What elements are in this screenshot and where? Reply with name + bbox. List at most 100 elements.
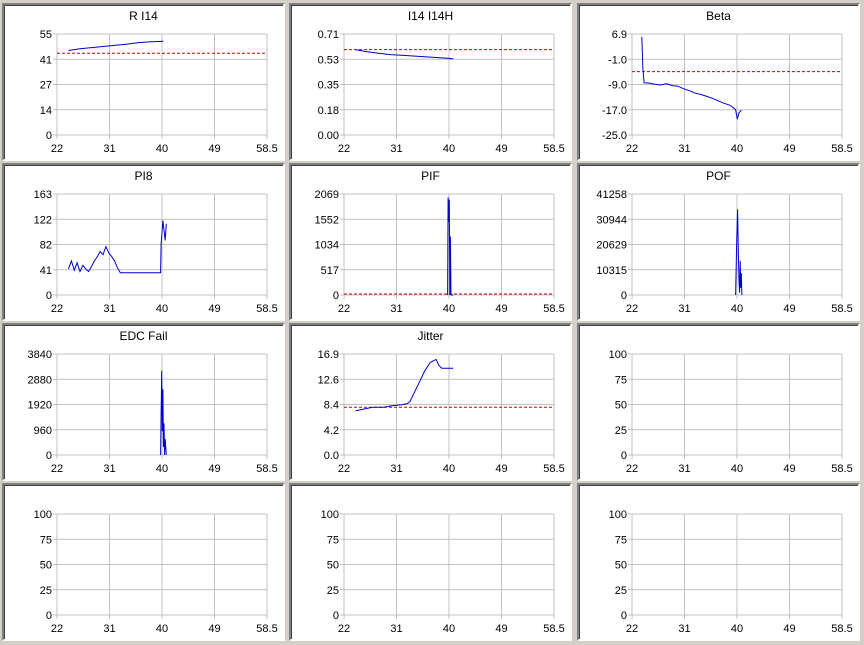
x-tick-label: 58.5 (543, 623, 564, 635)
y-tick-label: 0 (621, 610, 627, 622)
x-tick-label: 40 (443, 623, 455, 635)
y-tick-label: 1920 (28, 400, 52, 412)
y-tick-label: 1034 (315, 240, 339, 252)
y-tick-label: 100 (321, 509, 339, 521)
y-tick-label: 75 (327, 534, 339, 546)
x-tick-label: 31 (678, 303, 690, 315)
y-tick-label: -25.0 (602, 130, 627, 142)
y-tick-label: 12.6 (318, 374, 339, 386)
y-tick-label: 41 (40, 265, 52, 277)
x-tick-label: 49 (495, 463, 507, 475)
chart-panel: Jitter 22 31 40 49 58.5 16.9 12.6 8.4 4.2 0.0 (289, 323, 572, 481)
chart-title: POF (706, 169, 731, 183)
y-tick-label: 55 (40, 29, 52, 41)
y-tick-label: 25 (40, 585, 52, 597)
y-tick-label: 4.2 (324, 425, 339, 437)
chart-plot: 22 31 40 49 58.5 163 122 82 41 0 (34, 189, 278, 315)
series-line (68, 220, 167, 274)
chart-title: Beta (706, 9, 731, 23)
y-tick-label: 1552 (315, 214, 339, 226)
chart-panel: 22 31 40 49 58.5 100 75 50 25 0 (2, 483, 285, 641)
chart-title: PIF (421, 169, 440, 183)
x-tick-label: 49 (495, 143, 507, 155)
x-tick-label: 49 (495, 623, 507, 635)
chart-panel: 22 31 40 49 58.5 100 75 50 25 0 (289, 483, 572, 641)
y-tick-label: 10315 (596, 265, 627, 277)
x-tick-label: 31 (678, 143, 690, 155)
chart-plot: 22 31 40 49 58.5 41258 30944 20629 10315 0 (596, 189, 852, 315)
x-tick-label: 22 (51, 623, 63, 635)
chart-title: Jitter (417, 329, 444, 343)
x-tick-label: 22 (338, 143, 350, 155)
y-tick-label: 0.0 (324, 450, 339, 462)
x-tick-label: 49 (495, 303, 507, 315)
x-tick-label: 49 (208, 463, 220, 475)
chart-plot: 22 31 40 49 58.5 2069 1552 1034 517 0 (315, 189, 565, 315)
chart-plot: 22 31 40 49 58.5 100 75 50 25 0 (609, 509, 853, 635)
x-tick-label: 40 (443, 463, 455, 475)
x-tick-label: 22 (51, 303, 63, 315)
series-line (355, 358, 454, 412)
x-tick-label: 58.5 (831, 303, 852, 315)
x-tick-label: 22 (338, 463, 350, 475)
x-tick-label: 58.5 (543, 303, 564, 315)
x-tick-label: 40 (443, 143, 455, 155)
x-tick-label: 49 (208, 623, 220, 635)
chart-plot: 22 31 40 49 58.5 6.9 -1.0 -9.0 -17.0 -25.0 (602, 29, 853, 155)
x-tick-label: 49 (783, 623, 795, 635)
x-tick-label: 31 (678, 623, 690, 635)
y-tick-label: 100 (609, 509, 627, 521)
x-tick-label: 49 (783, 463, 795, 475)
y-tick-label: 0.00 (318, 130, 339, 142)
y-tick-label: 20629 (596, 240, 627, 252)
y-tick-label: 82 (40, 240, 52, 252)
y-tick-label: 0.18 (318, 105, 339, 117)
y-tick-label: 100 (34, 509, 52, 521)
y-tick-label: 41258 (596, 189, 627, 201)
chart-panel: Beta 22 31 40 49 58.5 6.9 -1.0 -9.0 -17.0 -25.0 (577, 3, 860, 161)
chart-plot: 22 31 40 49 58.5 100 75 50 25 0 (34, 509, 278, 635)
chart-panel: POF 22 31 40 49 58.5 41258 30944 20629 10315 0 (577, 163, 860, 321)
y-tick-label: 75 (40, 534, 52, 546)
chart-plot: 22 31 40 49 58.5 3840 2880 1920 960 0 (28, 349, 278, 475)
y-tick-label: -9.0 (608, 80, 627, 92)
y-tick-label: 75 (615, 534, 627, 546)
x-tick-label: 49 (208, 143, 220, 155)
y-tick-label: 25 (615, 585, 627, 597)
chart-plot: 22 31 40 49 58.5 0.71 0.53 0.35 0.18 0.00 (318, 29, 565, 155)
y-tick-label: 0 (46, 610, 52, 622)
y-tick-label: 2069 (315, 189, 339, 201)
chart-plot: 22 31 40 49 58.5 100 75 50 25 0 (321, 509, 565, 635)
y-tick-label: 30944 (596, 214, 627, 226)
y-tick-label: 122 (34, 214, 52, 226)
x-tick-label: 22 (338, 623, 350, 635)
y-tick-label: 14 (40, 105, 52, 117)
chart-panel: R I14 22 31 40 49 58.5 55 41 27 14 0 (2, 3, 285, 161)
x-tick-label: 49 (208, 303, 220, 315)
y-tick-label: 100 (609, 349, 627, 361)
x-tick-label: 40 (731, 623, 743, 635)
x-tick-label: 31 (103, 623, 115, 635)
x-tick-label: 58.5 (831, 143, 852, 155)
x-tick-label: 49 (783, 303, 795, 315)
y-tick-label: 25 (615, 425, 627, 437)
x-tick-label: 31 (390, 303, 402, 315)
y-tick-label: 517 (321, 265, 339, 277)
chart-panel: PIF 22 31 40 49 58.5 2069 1552 1034 517 0 (289, 163, 572, 321)
y-tick-label: 0.35 (318, 80, 339, 92)
series-line (160, 370, 167, 456)
y-tick-label: 16.9 (318, 349, 339, 361)
x-tick-label: 31 (103, 303, 115, 315)
x-tick-label: 49 (783, 143, 795, 155)
x-tick-label: 40 (731, 303, 743, 315)
chart-panel: 22 31 40 49 58.5 100 75 50 25 0 (577, 483, 860, 641)
x-tick-label: 31 (390, 463, 402, 475)
chart-plot: 22 31 40 49 58.5 55 41 27 14 0 (40, 29, 278, 155)
x-tick-label: 58.5 (831, 463, 852, 475)
x-tick-label: 58.5 (543, 463, 564, 475)
chart-panel: I14 I14H 22 31 40 49 58.5 0.71 0.53 0.35 0.18 0.00 (289, 3, 572, 161)
x-tick-label: 58.5 (256, 143, 277, 155)
x-tick-label: 31 (103, 143, 115, 155)
chart-title: I14 I14H (407, 9, 454, 23)
